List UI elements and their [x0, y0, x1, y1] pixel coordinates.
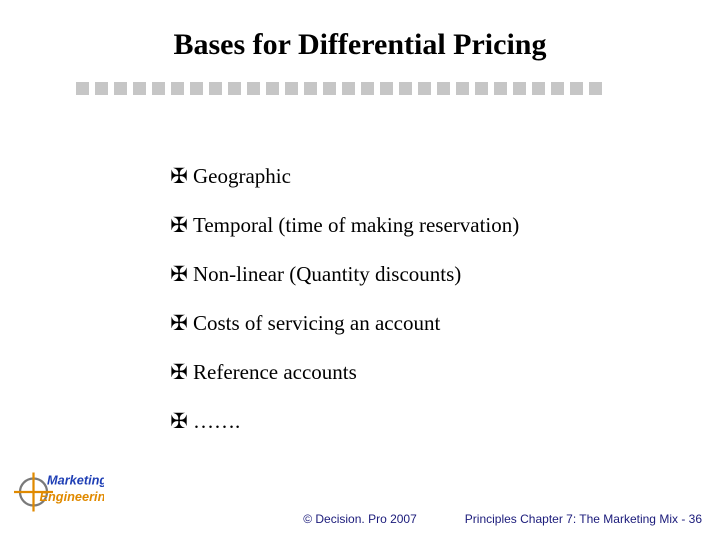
divider-square — [513, 82, 526, 95]
bullet-text: Non-linear (Quantity discounts) — [193, 262, 461, 287]
bullet-text: Geographic — [193, 164, 291, 189]
divider-square — [475, 82, 488, 95]
slide: { "title": { "text": "Bases for Differen… — [0, 0, 720, 540]
bullet-text: Costs of servicing an account — [193, 311, 440, 336]
divider-square — [152, 82, 165, 95]
bullet-glyph-icon: ✠ — [165, 164, 193, 189]
divider-square — [361, 82, 374, 95]
logo-text-line1: Marketing — [47, 473, 104, 488]
list-item: ✠Reference accounts — [165, 360, 665, 385]
divider-square — [76, 82, 89, 95]
divider-square — [551, 82, 564, 95]
divider-square — [570, 82, 583, 95]
divider-square — [247, 82, 260, 95]
divider-square — [342, 82, 355, 95]
divider-square — [304, 82, 317, 95]
list-item: ✠Geographic — [165, 164, 665, 189]
bullet-text: Temporal (time of making reservation) — [193, 213, 519, 238]
divider-square — [171, 82, 184, 95]
divider-square — [266, 82, 279, 95]
list-item: ✠……. — [165, 409, 665, 434]
divider-square — [323, 82, 336, 95]
divider-square — [418, 82, 431, 95]
divider-square — [437, 82, 450, 95]
divider-square — [95, 82, 108, 95]
divider-square — [209, 82, 222, 95]
bullet-glyph-icon: ✠ — [165, 311, 193, 336]
divider-square — [456, 82, 469, 95]
footer-chapter-page: Principles Chapter 7: The Marketing Mix … — [465, 512, 702, 526]
list-item: ✠Non-linear (Quantity discounts) — [165, 262, 665, 287]
divider-square — [399, 82, 412, 95]
divider-square — [228, 82, 241, 95]
bullet-glyph-icon: ✠ — [165, 213, 193, 238]
bullet-glyph-icon: ✠ — [165, 360, 193, 385]
logo-marketing-engineering: Marketing Engineering — [14, 462, 104, 516]
slide-title: Bases for Differential Pricing — [0, 28, 720, 62]
bullet-text: ……. — [193, 409, 240, 434]
divider-square — [380, 82, 393, 95]
bullet-list: ✠Geographic✠Temporal (time of making res… — [165, 164, 665, 458]
list-item: ✠Costs of servicing an account — [165, 311, 665, 336]
divider-square — [190, 82, 203, 95]
divider-square — [114, 82, 127, 95]
divider-dotted — [76, 82, 602, 95]
bullet-glyph-icon: ✠ — [165, 262, 193, 287]
divider-square — [285, 82, 298, 95]
bullet-glyph-icon: ✠ — [165, 409, 193, 434]
logo-text-line2: Engineering — [40, 489, 105, 504]
divider-square — [494, 82, 507, 95]
bullet-text: Reference accounts — [193, 360, 357, 385]
list-item: ✠Temporal (time of making reservation) — [165, 213, 665, 238]
logo-svg: Marketing Engineering — [14, 462, 104, 516]
divider-square — [133, 82, 146, 95]
divider-square — [589, 82, 602, 95]
divider-square — [532, 82, 545, 95]
